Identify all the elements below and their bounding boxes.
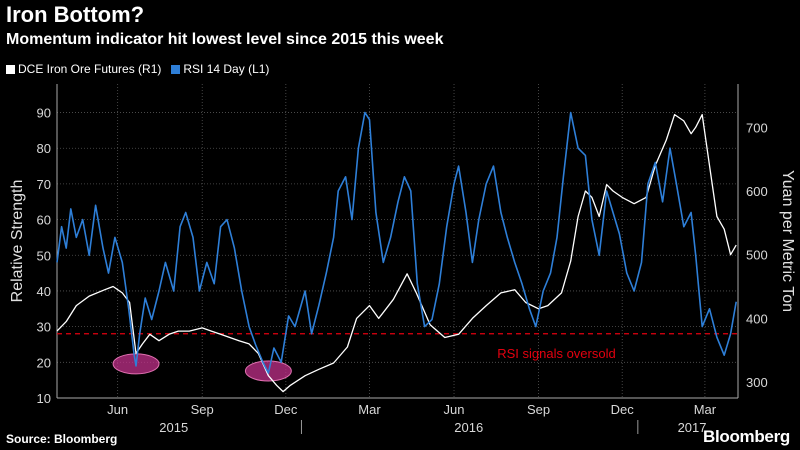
brand-logo: Bloomberg	[702, 427, 790, 446]
y-left-tick-label: 10	[37, 391, 51, 406]
oversold-annotation: RSI signals oversold	[497, 346, 616, 361]
y-left-tick-label: 50	[37, 248, 51, 263]
series-line-rsi	[56, 111, 737, 374]
legend-swatch-rsi	[171, 64, 181, 74]
x-month-label: Jun	[444, 402, 465, 417]
y-right-tick-label: 600	[746, 184, 768, 199]
y-left-tick-label: 40	[37, 284, 51, 299]
x-year-label: 2017	[678, 420, 707, 435]
legend-label-iron-ore: DCE Iron Ore Futures (R1)	[18, 62, 162, 76]
legend-label-rsi: RSI 14 Day (L1)	[183, 62, 270, 76]
legend-swatch-iron-ore	[6, 64, 15, 74]
chart-subtitle: Momentum indicator hit lowest level sinc…	[6, 31, 444, 48]
source-note: Source: Bloomberg	[6, 432, 118, 446]
legend-item-rsi: RSI 14 Day (L1)	[171, 62, 269, 76]
y-left-tick-label: 30	[37, 320, 51, 335]
y-right-tick-label: 700	[746, 120, 768, 135]
x-month-label: Jun	[107, 402, 128, 417]
series-line-iron-ore	[56, 113, 737, 393]
x-month-label: Sep	[191, 402, 214, 417]
x-month-label: Dec	[611, 402, 635, 417]
y-left-tick-label: 70	[37, 177, 51, 192]
x-month-label: Mar	[694, 402, 717, 417]
y-left-tick-label: 90	[37, 106, 51, 121]
chart-title: Iron Bottom?	[6, 2, 145, 27]
x-year-label: 2015	[159, 420, 188, 435]
legend: DCE Iron Ore Futures (R1) RSI 14 Day (L1…	[6, 62, 269, 76]
y-left-tick-label: 60	[37, 213, 51, 228]
x-month-label: Dec	[274, 402, 298, 417]
y-left-axis-title: Relative Strength	[9, 180, 26, 303]
y-right-tick-label: 400	[746, 311, 768, 326]
x-year-label: 2016	[454, 420, 483, 435]
y-right-tick-label: 300	[746, 375, 768, 390]
x-month-label: Sep	[527, 402, 550, 417]
y-left-tick-label: 20	[37, 355, 51, 370]
y-right-tick-label: 500	[746, 248, 768, 263]
legend-item-iron-ore: DCE Iron Ore Futures (R1)	[6, 62, 161, 76]
y-right-axis-title: Yuan per Metric Ton	[779, 170, 796, 312]
x-month-label: Mar	[358, 402, 381, 417]
y-left-tick-label: 80	[37, 141, 51, 156]
